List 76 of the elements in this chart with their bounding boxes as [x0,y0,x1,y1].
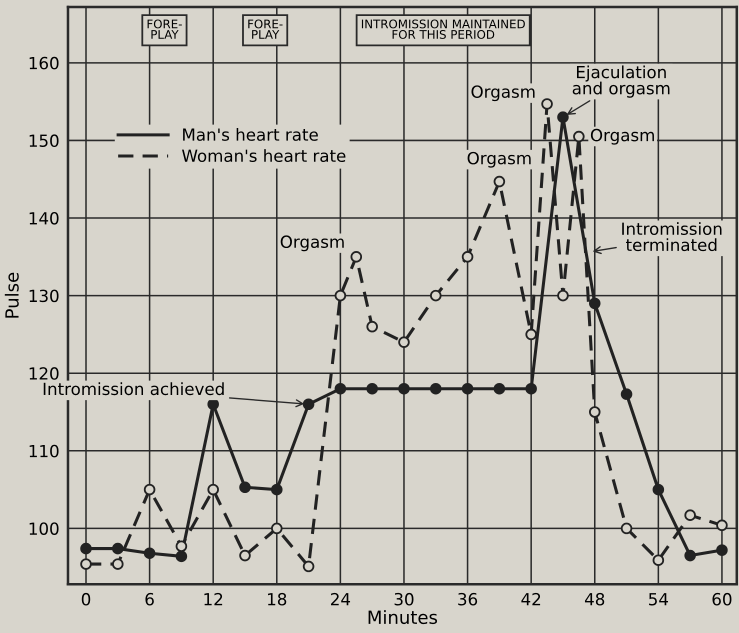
point [334,382,346,394]
annotation: Intromission terminated [622,222,722,252]
point [430,290,442,302]
annotation: Intromission achieved [44,382,224,396]
point [80,542,92,554]
point [716,544,728,556]
y-axis-title: Pulse [4,272,19,318]
y-tick-label: 140 [30,212,59,225]
point [271,484,283,496]
x-tick-label: 54 [649,593,668,606]
point [112,542,124,554]
point [239,482,251,494]
point [652,554,664,566]
point [588,298,601,310]
y-tick-label: 130 [30,290,59,302]
point [430,382,442,394]
y-tick-label: 150 [30,134,59,147]
point [302,560,314,572]
point [525,382,537,394]
x-tick-label: 12 [204,592,222,606]
legend-label: Woman's heart rate [182,149,346,162]
point [462,382,474,394]
annotation: FORE- PLAY [248,19,283,39]
annotation: Orgasm [471,85,535,102]
point [588,406,601,418]
point [80,558,92,570]
point [541,98,553,110]
annotation: Ejaculation and orgasm [572,65,670,98]
point [684,550,696,562]
x-tick-label: 0 [82,592,90,606]
point [302,398,314,410]
point [716,520,728,532]
x-tick-label: 36 [458,592,478,606]
point [398,382,410,394]
y-tick-label: 100 [30,522,59,535]
x-tick-label: 48 [584,592,604,606]
point [557,111,569,123]
point [557,290,569,302]
annotation: FORE- PLAY [148,19,182,39]
point [144,547,156,559]
point [462,251,474,263]
point [350,251,362,263]
point [652,484,664,496]
point [525,328,537,340]
point [684,509,696,521]
point [271,522,283,534]
point [573,130,585,142]
point [334,290,346,302]
x-tick-label: 60 [712,592,732,606]
y-tick-label: 160 [30,56,59,70]
point [620,522,632,534]
annotation: Orgasm [280,235,344,252]
point [176,550,188,562]
point [239,550,251,562]
point [366,320,378,332]
point [366,382,378,394]
y-tick-label: 110 [30,444,59,458]
point [398,336,410,348]
point [112,558,124,570]
point [176,540,188,552]
legend-label: Man's heart rate [183,128,318,141]
point [144,484,156,496]
point [620,388,632,400]
x-tick-label: 6 [145,592,154,606]
point [494,382,506,394]
y-tick-label: 120 [30,367,59,380]
x-tick-label: 30 [394,592,414,606]
point [207,484,219,496]
x-tick-label: 42 [521,592,540,606]
annotation: Orgasm [590,128,654,145]
point [494,176,506,188]
x-tick-label: 18 [268,592,286,606]
annotation: INTROMISSION MAINTAINED FOR THIS PERIOD [362,19,525,39]
annotation: Orgasm [468,152,531,168]
x-tick-label: 24 [331,592,350,606]
x-axis-title: Minutes [368,610,438,624]
